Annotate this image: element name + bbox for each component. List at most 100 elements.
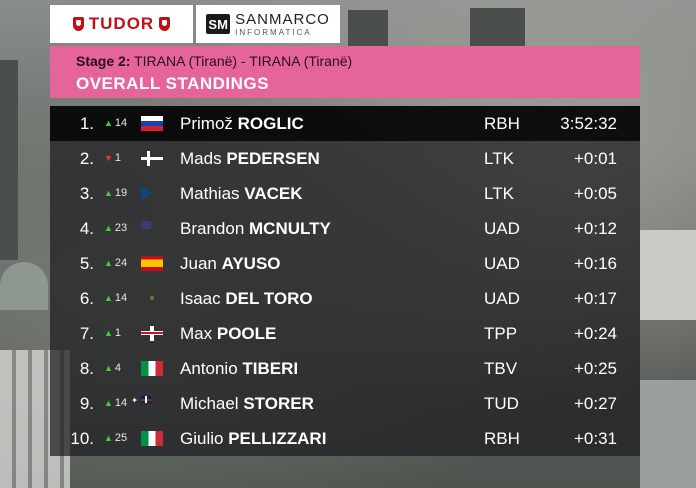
rider-first-name: Antonio (180, 359, 238, 378)
team-code: UAD (484, 254, 520, 273)
rider-position: 2. (79, 149, 94, 168)
sanmarco-name: SANMARCO (235, 10, 330, 28)
rider-name: Antonio TIBERI (180, 359, 298, 379)
arrow-up-icon: ▲ (104, 293, 113, 303)
rider-time: 3:52:32 (560, 114, 617, 133)
team-code: TBV (484, 359, 518, 378)
dome (0, 262, 48, 310)
rider-position: 10. (70, 429, 94, 448)
sanmarco-logo: SM SANMARCO INFORMATICA (196, 5, 340, 43)
standings-row: 4. ▲ 23 Brandon MCNULTY UAD +0:12 (50, 211, 640, 246)
rider-first-name: Giulio (180, 429, 224, 448)
rider-last-name: ROGLIC (237, 114, 304, 133)
team-code: TUD (484, 394, 519, 413)
team-code: LTK (484, 184, 514, 203)
rider-time: +0:12 (573, 219, 617, 238)
rider-time: +0:24 (573, 324, 617, 343)
team-code: RBH (484, 429, 520, 448)
position-change-value: 23 (114, 222, 128, 234)
rider-time: +0:27 (573, 394, 617, 413)
rider-first-name: Max (180, 324, 213, 343)
rider-position: 7. (79, 324, 94, 343)
position-change: ▲ 4 (104, 362, 134, 374)
shield-icon (72, 17, 84, 31)
building (348, 10, 388, 46)
shield-icon (159, 17, 171, 31)
position-change-value: 25 (114, 432, 128, 444)
standings-row: 3. ▲ 19 Mathias VACEK LTK +0:05 (50, 176, 640, 211)
position-change: ▲ 14 (104, 117, 134, 129)
building (0, 60, 18, 260)
team-code: TPP (484, 324, 518, 343)
team-code: RBH (484, 114, 520, 133)
rider-position: 4. (79, 219, 94, 238)
rider-time: +0:05 (573, 184, 617, 203)
rider-first-name: Mads (180, 149, 222, 168)
arrow-down-icon: ▼ (104, 153, 113, 163)
rider-first-name: Primož (180, 114, 233, 133)
position-change: ▼ 1 (104, 152, 134, 164)
rider-first-name: Juan (180, 254, 217, 273)
arrow-up-icon: ▲ (104, 223, 113, 233)
building (470, 8, 525, 46)
rider-name: Mads PEDERSEN (180, 149, 320, 169)
flag-icon (141, 256, 163, 271)
rider-first-name: Brandon (180, 219, 245, 238)
rider-last-name: STORER (243, 394, 314, 413)
standings-title: OVERALL STANDINGS (76, 74, 269, 93)
arrow-up-icon: ▲ (104, 258, 113, 268)
stage-label: Stage 2: (76, 53, 131, 69)
rider-position: 5. (79, 254, 94, 273)
rider-name: Isaac DEL TORO (180, 289, 313, 309)
arrow-up-icon: ▲ (104, 363, 113, 373)
building (640, 230, 696, 320)
sanmarco-subname: INFORMATICA (235, 27, 312, 37)
team-code: LTK (484, 149, 514, 168)
rider-time: +0:01 (573, 149, 617, 168)
rider-last-name: POOLE (216, 324, 277, 343)
rider-last-name: AYUSO (221, 254, 281, 273)
position-change-value: 14 (114, 397, 128, 409)
standings-row: 10. ▲ 25 Giulio PELLIZZARI RBH +0:31 (50, 421, 640, 456)
arrow-up-icon: ▲ (104, 398, 113, 408)
rider-first-name: Isaac (180, 289, 221, 308)
rider-name: Michael STORER (180, 394, 314, 414)
rider-last-name: VACEK (244, 184, 303, 203)
standings-row: 9. ▲ 14 Michael STORER TUD +0:27 (50, 386, 640, 421)
flag-icon (141, 431, 163, 446)
rider-last-name: MCNULTY (249, 219, 331, 238)
standings-row: 1. ▲ 14 Primož ROGLIC RBH 3:52:32 (50, 106, 640, 141)
rider-name: Giulio PELLIZZARI (180, 429, 326, 449)
rider-name: Brandon MCNULTY (180, 219, 331, 239)
arrow-up-icon: ▲ (104, 328, 113, 338)
building (640, 380, 696, 488)
position-change-value: 24 (114, 257, 128, 269)
rider-name: Mathias VACEK (180, 184, 303, 204)
rider-position: 1. (79, 114, 94, 133)
position-change: ▲ 23 (104, 222, 134, 234)
position-change-value: 14 (114, 292, 128, 304)
standings-row: 7. ▲ 1 Max POOLE TPP +0:24 (50, 316, 640, 351)
rider-position: 6. (79, 289, 94, 308)
sanmarco-logo-mark: SM (206, 14, 231, 34)
flag-icon (141, 116, 163, 131)
arrow-up-icon: ▲ (104, 118, 113, 128)
standings-header: Stage 2: TIRANA (Tiranë) - TIRANA (Tiran… (50, 46, 640, 98)
position-change: ▲ 24 (104, 257, 134, 269)
tudor-logo: TUDOR (50, 5, 193, 43)
rider-time: +0:25 (573, 359, 617, 378)
position-change: ▲ 14 (104, 397, 134, 409)
standings-row: 2. ▼ 1 Mads PEDERSEN LTK +0:01 (50, 141, 640, 176)
position-change-value: 4 (114, 362, 122, 374)
position-change: ▲ 1 (104, 327, 134, 339)
arrow-up-icon: ▲ (104, 188, 113, 198)
rider-position: 3. (79, 184, 94, 203)
position-change-value: 1 (114, 152, 122, 164)
position-change-value: 14 (114, 117, 128, 129)
standings-row: 5. ▲ 24 Juan AYUSO UAD +0:16 (50, 246, 640, 281)
rider-name: Juan AYUSO (180, 254, 281, 274)
rider-last-name: PELLIZZARI (228, 429, 327, 448)
rider-last-name: PEDERSEN (226, 149, 320, 168)
team-code: UAD (484, 289, 520, 308)
standings-row: 8. ▲ 4 Antonio TIBERI TBV +0:25 (50, 351, 640, 386)
